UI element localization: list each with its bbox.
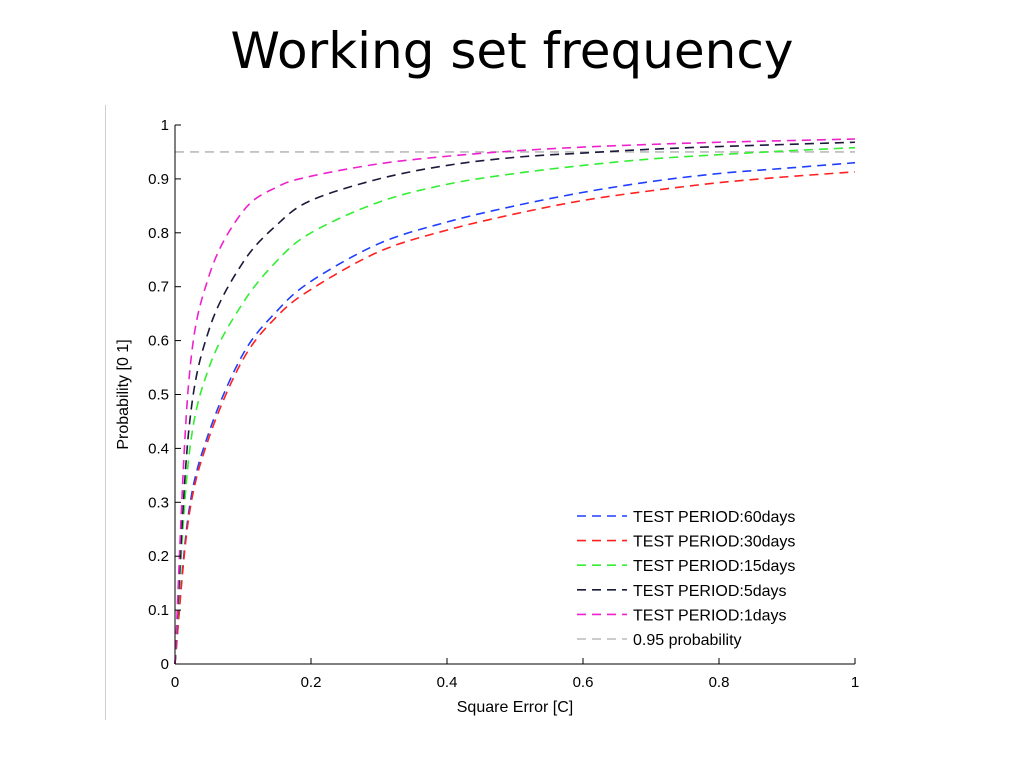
x-tick-label: 0.4 [437,674,458,691]
legend-label: TEST PERIOD:30days [633,534,795,551]
legend-label: 0.95 probability [633,632,742,649]
y-tick-label: 0 [161,656,169,673]
y-tick-label: 0.8 [148,225,169,242]
x-axis-label: Square Error [C] [457,699,573,716]
series-line-3 [174,141,856,665]
x-tick-label: 0 [171,674,179,691]
series-line-4 [174,138,856,665]
y-tick-label: 0.7 [148,279,169,296]
chart-legend: TEST PERIOD:60days TEST PERIOD:30days TEST… [577,509,795,649]
y-tick-label: 0.5 [148,387,169,404]
slide-title: Working set frequency [230,22,794,80]
legend-label: TEST PERIOD:15days [633,558,795,575]
x-tick-label: 1 [851,674,859,691]
series-line-1 [174,171,856,665]
y-tick-label: 0.1 [148,602,169,619]
y-tick-label: 0.4 [148,440,169,457]
y-tick-label: 0.9 [148,171,169,188]
y-tick-label: 0.6 [148,333,169,350]
legend-label: TEST PERIOD:5days [633,583,787,600]
y-tick-label: 0.3 [148,494,169,511]
series-line-2 [174,146,856,665]
legend-label: TEST PERIOD:60days [633,509,795,526]
legend-label: TEST PERIOD:1days [633,607,787,624]
y-axis-label: Probability [0 1] [115,339,132,449]
slide-divider-line [105,105,106,720]
chart-axes: 0 0.2 0.4 0.6 0.8 1 0 0.1 0.2 0.3 0.4 0.5 0.6 0.7 0.8 0… [148,117,859,691]
y-tick-label: 1 [161,117,169,134]
x-tick-label: 0.8 [709,674,730,691]
x-tick-label: 0.6 [573,674,594,691]
y-tick-label: 0.2 [148,548,169,565]
series-line-0 [174,161,856,665]
plot-area [174,138,856,665]
x-tick-label: 0.2 [301,674,322,691]
